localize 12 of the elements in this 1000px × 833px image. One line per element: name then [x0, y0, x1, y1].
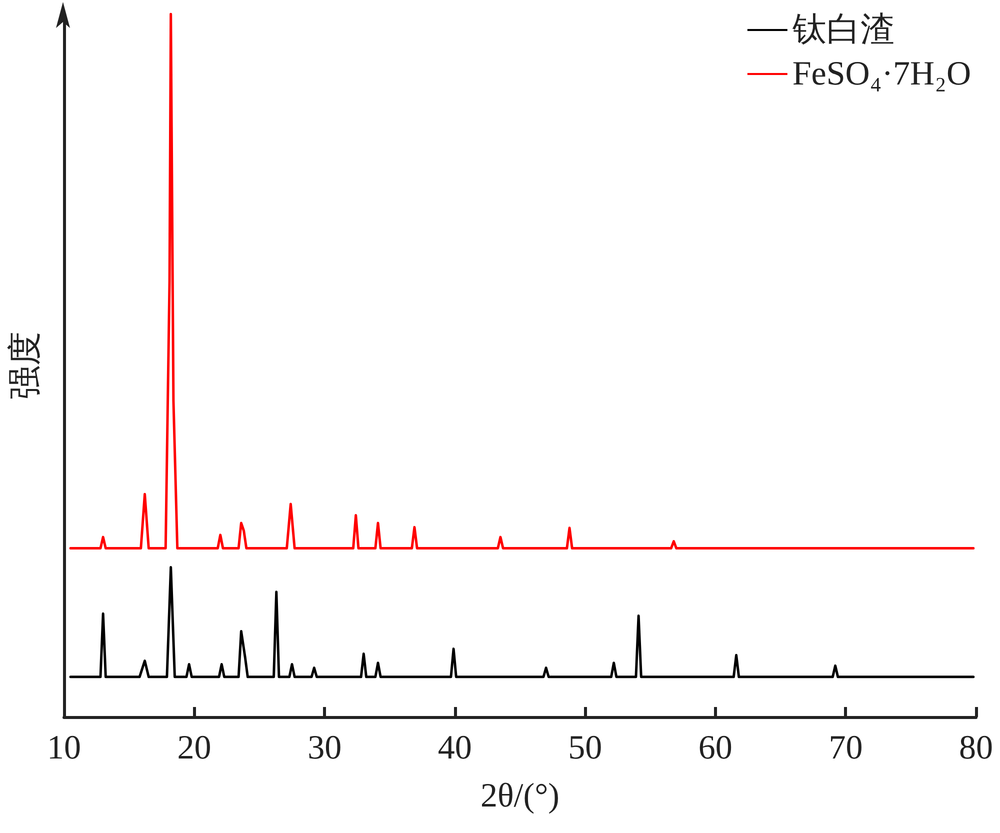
legend-label: FeSO₄·7H₂O [792, 56, 972, 92]
legend-label: 钛白渣 [791, 12, 894, 48]
x-axis-title: 2θ/(°) [480, 778, 560, 814]
x-tick-label: 20 [177, 730, 212, 766]
x-tick-label: 50 [568, 730, 602, 766]
y-axis-title: 强度 [5, 332, 45, 400]
x-tick-label: 60 [698, 730, 732, 766]
x-tick-label: 40 [438, 730, 472, 766]
x-tick-label: 30 [308, 730, 342, 766]
x-tick-label: 80 [959, 730, 993, 766]
x-tick-label: 70 [828, 730, 863, 766]
x-tick-label: 10 [47, 730, 81, 766]
